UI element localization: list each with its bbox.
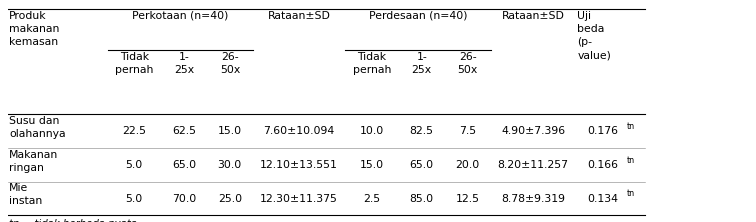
Text: 12.30±11.375: 12.30±11.375 bbox=[260, 194, 338, 204]
Text: Produk
makanan
kemasan: Produk makanan kemasan bbox=[9, 11, 60, 47]
Text: Rataan±SD: Rataan±SD bbox=[502, 11, 565, 21]
Text: Perkotaan (n=40): Perkotaan (n=40) bbox=[132, 11, 228, 21]
Text: 62.5: 62.5 bbox=[172, 126, 196, 136]
Text: Perdesaan (n=40): Perdesaan (n=40) bbox=[369, 11, 467, 21]
Text: tn: tn bbox=[627, 122, 635, 131]
Text: 0.176: 0.176 bbox=[587, 126, 618, 136]
Text: 30.0: 30.0 bbox=[218, 160, 242, 170]
Text: 15.0: 15.0 bbox=[218, 126, 242, 136]
Text: tn: tn bbox=[627, 156, 635, 165]
Text: 5.0: 5.0 bbox=[125, 194, 143, 204]
Text: 26-
50x: 26- 50x bbox=[457, 52, 478, 75]
Text: 20.0: 20.0 bbox=[456, 160, 480, 170]
Text: 8.20±11.257: 8.20±11.257 bbox=[497, 160, 569, 170]
Text: 25.0: 25.0 bbox=[218, 194, 242, 204]
Text: 82.5: 82.5 bbox=[410, 126, 434, 136]
Text: 7.5: 7.5 bbox=[459, 126, 476, 136]
Text: 12.10±13.551: 12.10±13.551 bbox=[260, 160, 338, 170]
Text: 85.0: 85.0 bbox=[410, 194, 434, 204]
Text: 65.0: 65.0 bbox=[172, 160, 196, 170]
Text: 7.60±10.094: 7.60±10.094 bbox=[264, 126, 335, 136]
Text: 65.0: 65.0 bbox=[410, 160, 434, 170]
Text: 5.0: 5.0 bbox=[125, 160, 143, 170]
Text: 22.5: 22.5 bbox=[122, 126, 146, 136]
Text: Rataan±SD: Rataan±SD bbox=[268, 11, 330, 21]
Text: 1-
25x: 1- 25x bbox=[174, 52, 194, 75]
Text: 0.166: 0.166 bbox=[587, 160, 618, 170]
Text: 12.5: 12.5 bbox=[456, 194, 479, 204]
Text: Mie
instan: Mie instan bbox=[9, 183, 42, 206]
Text: 26-
50x: 26- 50x bbox=[220, 52, 240, 75]
Text: 4.90±7.396: 4.90±7.396 bbox=[501, 126, 565, 136]
Text: Uji
beda
(p-
value): Uji beda (p- value) bbox=[578, 11, 611, 61]
Text: 1-
25x: 1- 25x bbox=[412, 52, 432, 75]
Text: 10.0: 10.0 bbox=[360, 126, 384, 136]
Text: Tidak
pernah: Tidak pernah bbox=[115, 52, 153, 75]
Text: 0.134: 0.134 bbox=[587, 194, 618, 204]
Text: Tidak
pernah: Tidak pernah bbox=[353, 52, 392, 75]
Text: tn = tidak berbeda nyata: tn = tidak berbeda nyata bbox=[9, 219, 137, 222]
Text: 15.0: 15.0 bbox=[360, 160, 384, 170]
Text: 2.5: 2.5 bbox=[364, 194, 380, 204]
Text: Makanan
ringan: Makanan ringan bbox=[9, 150, 58, 172]
Text: Susu dan
olahannya: Susu dan olahannya bbox=[9, 116, 66, 139]
Text: 70.0: 70.0 bbox=[172, 194, 196, 204]
Text: 8.78±9.319: 8.78±9.319 bbox=[501, 194, 565, 204]
Text: tn: tn bbox=[627, 189, 635, 198]
